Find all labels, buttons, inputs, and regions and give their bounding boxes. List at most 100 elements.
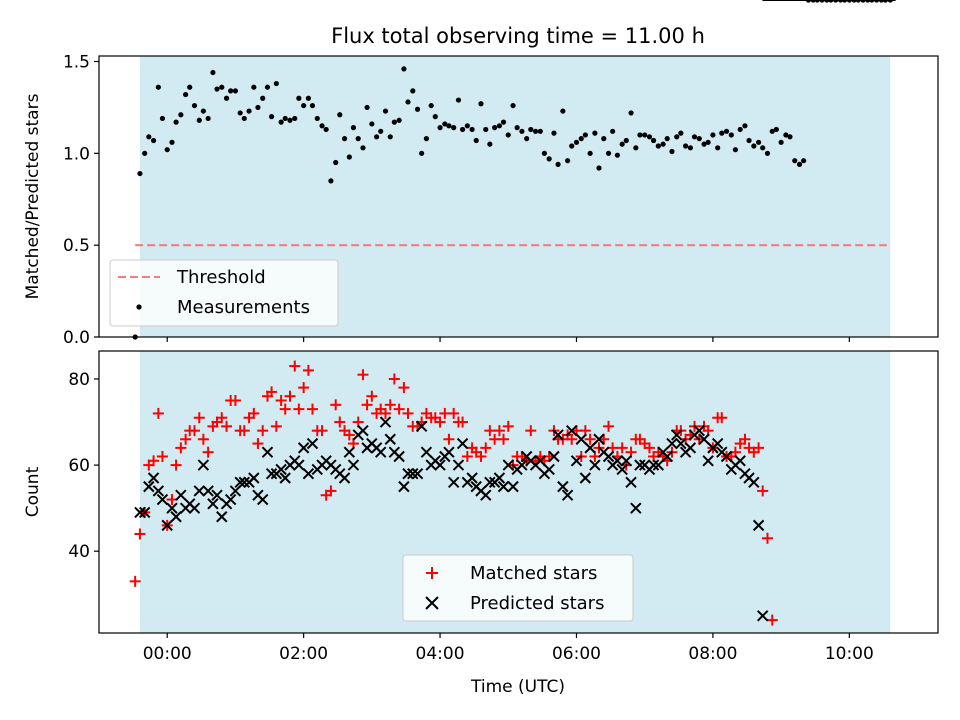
predicted-legend-swatch <box>425 596 439 610</box>
measurement-point <box>137 170 143 177</box>
measurement-point <box>760 145 766 151</box>
predicted-star-point <box>611 455 624 467</box>
measurement-point <box>387 134 393 140</box>
measurement-point <box>578 136 584 142</box>
measurement-point <box>633 145 639 151</box>
count-panel: 40 60 80 00:00 02:00 04:00 06:00 08:00 10:00 Co… <box>23 0 939 697</box>
predicted-star-point <box>238 476 250 489</box>
matched-star-point <box>257 425 269 437</box>
predicted-star-point <box>734 455 746 467</box>
predicted-star-point <box>407 467 419 480</box>
measurement-point <box>305 95 312 101</box>
predicted-star-point <box>589 459 601 471</box>
predicted-star-point <box>275 463 287 476</box>
measurement-point <box>333 159 339 166</box>
matched-star-point <box>616 442 628 454</box>
predicted-star-point <box>338 472 351 484</box>
predicted-star-point <box>143 480 155 493</box>
measurement-point <box>459 126 466 133</box>
measurement-legend-swatch <box>136 304 142 310</box>
matched-star-point <box>289 360 301 372</box>
predicted-star-point <box>347 459 360 471</box>
measurement-point <box>783 132 789 138</box>
matched-star-point <box>502 420 514 432</box>
measurement-point <box>401 66 407 72</box>
matched-star-point <box>393 403 405 415</box>
predicted-star-point <box>306 437 319 450</box>
predicted-star-point <box>534 455 547 467</box>
predicted-star-point <box>261 446 274 458</box>
matched-star-point <box>480 442 492 454</box>
predicted-star-point <box>752 519 765 532</box>
measurement-point <box>164 147 170 153</box>
measurement-point <box>187 84 193 90</box>
measurement-point <box>660 141 666 147</box>
matched-star-point <box>497 433 509 445</box>
count-x-ticks: 00:00 02:00 04:00 06:00 08:00 10:00 <box>143 633 874 664</box>
measurement-point <box>601 136 607 142</box>
matched-star-point <box>525 425 537 437</box>
predicted-star-point <box>297 442 310 454</box>
measurement-point <box>710 132 716 138</box>
measurement-point <box>483 126 489 133</box>
measurement-point <box>614 152 621 158</box>
predicted-star-point <box>602 450 615 463</box>
measurement-point <box>655 143 661 149</box>
legend-predicted-label: Predicted stars <box>470 593 604 614</box>
measurement-point <box>573 139 580 145</box>
matched-star-point <box>134 528 146 540</box>
measurement-point <box>191 102 198 109</box>
measurement-point <box>323 126 329 133</box>
measurement-point <box>592 130 598 136</box>
predicted-star-point <box>666 437 678 450</box>
measurement-point <box>210 69 216 76</box>
measurement-point <box>455 97 462 103</box>
matched-legend-swatch <box>426 567 438 579</box>
measurement-point <box>378 128 384 134</box>
predicted-star-point <box>561 489 574 501</box>
matched-star-point <box>307 403 319 415</box>
chart-title: Flux total observing time = 11.00 h <box>331 24 705 48</box>
measurement-point <box>278 119 284 125</box>
matched-star-point <box>156 450 168 462</box>
predicted-star-point <box>248 472 260 484</box>
matched-star-point <box>443 433 455 445</box>
legend-threshold-label: Threshold <box>176 267 266 288</box>
predicted-star-point <box>456 437 469 450</box>
measurement-point <box>519 128 525 134</box>
measurement-point <box>769 128 775 134</box>
measurement-point <box>155 84 161 90</box>
predicted-star-point <box>620 455 632 467</box>
y-tick-label: 40 <box>68 542 90 562</box>
measurement-point <box>524 136 530 142</box>
measurement-point <box>355 136 361 142</box>
measurement-point <box>423 136 430 142</box>
predicted-star-point <box>411 467 424 480</box>
measurement-point <box>555 161 561 167</box>
measurement-point <box>428 102 434 109</box>
measurement-point <box>442 121 448 127</box>
measurement-point <box>646 134 653 140</box>
measurement-point <box>514 125 520 131</box>
matched-star-point <box>643 442 655 454</box>
predicted-star-point <box>480 489 492 501</box>
matched-star-point <box>761 532 773 544</box>
measurement-point <box>292 115 298 122</box>
measurement-point <box>382 108 389 114</box>
measurement-point <box>756 139 762 145</box>
matched-star-point <box>343 429 355 441</box>
matched-star-point <box>366 390 378 402</box>
measurement-point <box>674 134 680 140</box>
matched-star-point <box>716 412 728 424</box>
predicted-star-point <box>398 480 410 493</box>
measurement-point <box>792 158 798 164</box>
measurement-point <box>478 101 484 107</box>
measurement-point <box>419 150 425 156</box>
measurement-point <box>582 132 588 138</box>
matched-star-point <box>197 433 209 445</box>
measurement-point <box>350 125 357 131</box>
predicted-star-point <box>502 459 514 471</box>
matched-star-point <box>266 386 278 398</box>
predicted-star-point <box>497 480 510 493</box>
measurement-point <box>487 141 493 147</box>
